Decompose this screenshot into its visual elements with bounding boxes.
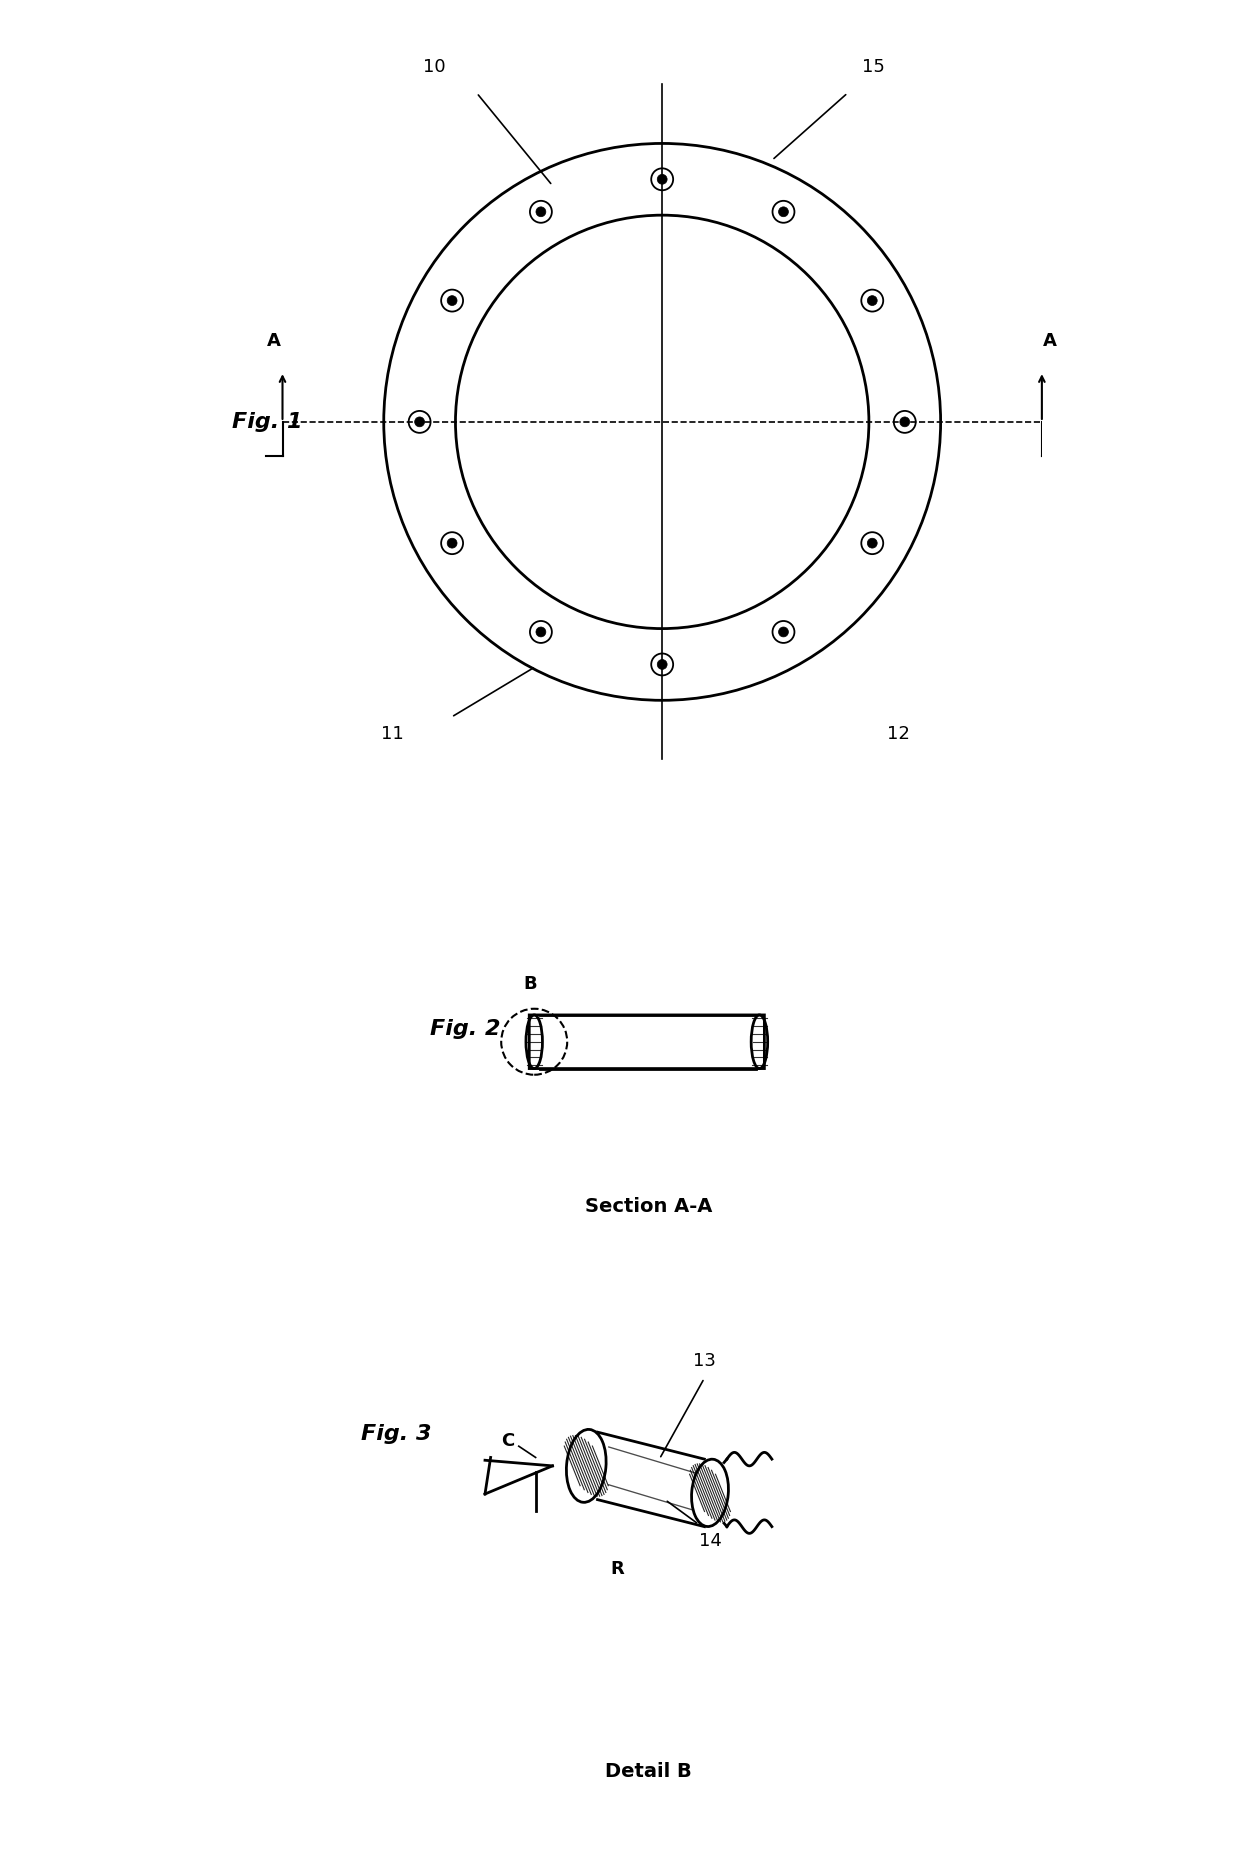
Ellipse shape xyxy=(692,1459,728,1526)
Circle shape xyxy=(867,296,877,306)
Text: Detail B: Detail B xyxy=(605,1762,692,1781)
Circle shape xyxy=(448,296,458,306)
Circle shape xyxy=(536,206,546,218)
Text: Fig. 2: Fig. 2 xyxy=(430,1020,501,1039)
Text: Fig. 1: Fig. 1 xyxy=(232,412,303,431)
Circle shape xyxy=(448,538,458,548)
Text: 11: 11 xyxy=(381,726,403,742)
Circle shape xyxy=(414,416,424,428)
Circle shape xyxy=(867,538,877,548)
Text: 14: 14 xyxy=(698,1532,722,1551)
Circle shape xyxy=(779,206,789,218)
Text: A: A xyxy=(267,332,281,351)
Circle shape xyxy=(657,660,667,669)
Text: Fig. 3: Fig. 3 xyxy=(361,1425,432,1444)
Text: Section A-A: Section A-A xyxy=(585,1198,713,1217)
Text: B: B xyxy=(523,975,537,994)
Circle shape xyxy=(779,626,789,638)
Circle shape xyxy=(657,174,667,184)
Circle shape xyxy=(900,416,910,428)
Text: 10: 10 xyxy=(423,58,445,77)
Ellipse shape xyxy=(567,1429,606,1502)
Text: 12: 12 xyxy=(887,726,910,742)
Text: A: A xyxy=(1043,332,1058,351)
Circle shape xyxy=(536,626,546,638)
Text: 15: 15 xyxy=(862,58,884,77)
Text: 13: 13 xyxy=(693,1352,715,1371)
Text: R: R xyxy=(610,1560,624,1579)
Text: C: C xyxy=(501,1432,515,1449)
